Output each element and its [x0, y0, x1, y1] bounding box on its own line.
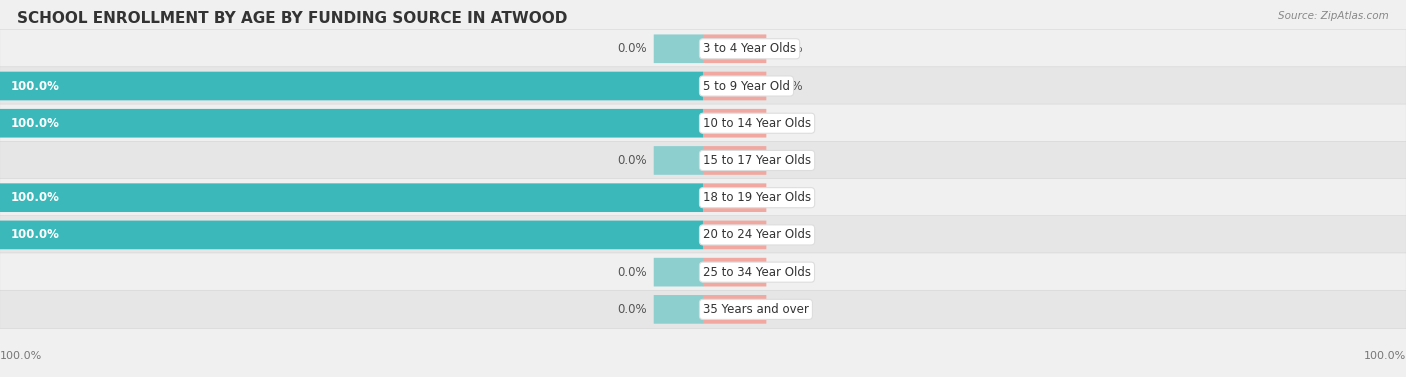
FancyBboxPatch shape — [0, 72, 703, 100]
Text: 0.0%: 0.0% — [617, 303, 647, 316]
FancyBboxPatch shape — [0, 104, 1406, 143]
Text: 100.0%: 100.0% — [10, 191, 59, 204]
Text: 0.0%: 0.0% — [773, 42, 803, 55]
Text: 15 to 17 Year Olds: 15 to 17 Year Olds — [703, 154, 811, 167]
FancyBboxPatch shape — [0, 179, 1406, 217]
Text: 0.0%: 0.0% — [773, 266, 803, 279]
FancyBboxPatch shape — [703, 295, 766, 324]
Text: 0.0%: 0.0% — [773, 80, 803, 92]
FancyBboxPatch shape — [703, 34, 766, 63]
FancyBboxPatch shape — [703, 146, 766, 175]
Text: 0.0%: 0.0% — [773, 117, 803, 130]
Text: 100.0%: 100.0% — [10, 228, 59, 241]
FancyBboxPatch shape — [0, 67, 1406, 105]
FancyBboxPatch shape — [654, 146, 703, 175]
FancyBboxPatch shape — [654, 34, 703, 63]
FancyBboxPatch shape — [0, 253, 1406, 291]
FancyBboxPatch shape — [0, 30, 1406, 68]
Text: 100.0%: 100.0% — [0, 351, 42, 361]
FancyBboxPatch shape — [703, 183, 766, 212]
FancyBboxPatch shape — [0, 290, 1406, 328]
Text: 18 to 19 Year Olds: 18 to 19 Year Olds — [703, 191, 811, 204]
Text: 0.0%: 0.0% — [773, 303, 803, 316]
FancyBboxPatch shape — [0, 216, 1406, 254]
Text: Source: ZipAtlas.com: Source: ZipAtlas.com — [1278, 11, 1389, 21]
FancyBboxPatch shape — [703, 258, 766, 287]
Text: 100.0%: 100.0% — [10, 80, 59, 92]
Text: 3 to 4 Year Olds: 3 to 4 Year Olds — [703, 42, 796, 55]
Text: 10 to 14 Year Olds: 10 to 14 Year Olds — [703, 117, 811, 130]
FancyBboxPatch shape — [703, 72, 766, 100]
Text: 100.0%: 100.0% — [1364, 351, 1406, 361]
Text: 35 Years and over: 35 Years and over — [703, 303, 808, 316]
FancyBboxPatch shape — [0, 109, 703, 138]
FancyBboxPatch shape — [0, 141, 1406, 179]
FancyBboxPatch shape — [0, 183, 703, 212]
Text: 0.0%: 0.0% — [773, 191, 803, 204]
Text: 100.0%: 100.0% — [10, 117, 59, 130]
Text: 20 to 24 Year Olds: 20 to 24 Year Olds — [703, 228, 811, 241]
FancyBboxPatch shape — [0, 221, 703, 249]
FancyBboxPatch shape — [654, 295, 703, 324]
Text: SCHOOL ENROLLMENT BY AGE BY FUNDING SOURCE IN ATWOOD: SCHOOL ENROLLMENT BY AGE BY FUNDING SOUR… — [17, 11, 567, 26]
FancyBboxPatch shape — [703, 221, 766, 249]
Text: 0.0%: 0.0% — [617, 154, 647, 167]
Text: 25 to 34 Year Olds: 25 to 34 Year Olds — [703, 266, 811, 279]
FancyBboxPatch shape — [654, 258, 703, 287]
Text: 0.0%: 0.0% — [773, 154, 803, 167]
Text: 0.0%: 0.0% — [617, 42, 647, 55]
Text: 5 to 9 Year Old: 5 to 9 Year Old — [703, 80, 790, 92]
Text: 0.0%: 0.0% — [773, 228, 803, 241]
FancyBboxPatch shape — [703, 109, 766, 138]
Text: 0.0%: 0.0% — [617, 266, 647, 279]
